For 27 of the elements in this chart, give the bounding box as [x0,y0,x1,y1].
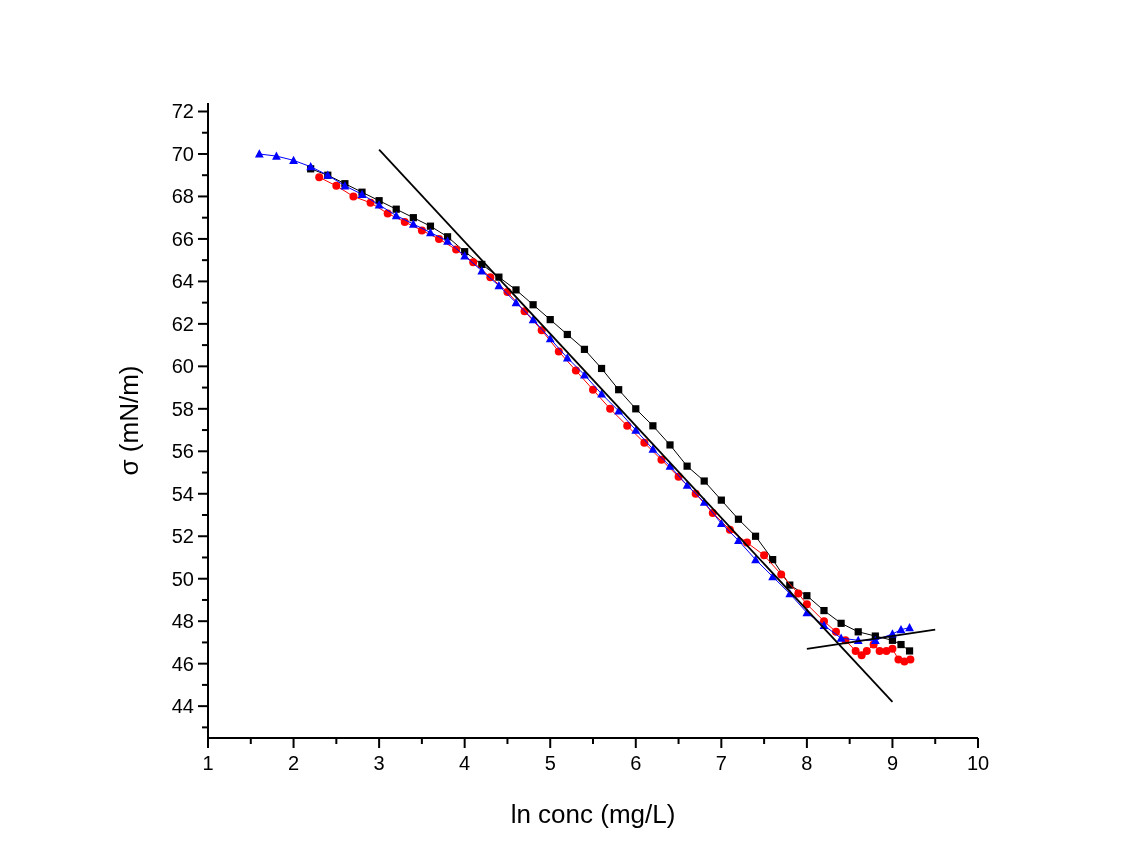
y-tick-label: 64 [171,270,194,293]
y-tick-label: 52 [171,525,194,548]
x-tick-label: 9 [886,752,899,774]
y-tick-label: 68 [171,185,194,208]
x-tick-label: 8 [801,752,813,774]
x-tick-label: 4 [459,752,471,774]
x-tick-label: 7 [715,752,727,774]
y-tick-label: 50 [171,567,194,590]
x-tick-label: 1 [202,752,214,774]
x-tick-label: 2 [287,752,300,774]
y-axis-title: σ (mN/m) [114,365,144,476]
y-tick-label: 58 [171,397,194,420]
x-tick-label: 3 [373,752,385,774]
x-tick-label: 5 [544,752,556,774]
y-tick-label: 54 [171,482,194,505]
y-tick-label: 48 [171,610,194,633]
y-tick-label: 72 [171,100,194,123]
y-tick-label: 56 [171,440,194,463]
y-tick-label: 46 [171,652,194,675]
x-tick-label: 6 [630,752,642,774]
x-axis-title: ln conc (mg/L) [510,799,676,829]
y-tick-label: 44 [171,695,194,718]
x-tick-label: 10 [966,752,990,774]
y-tick-label: 66 [171,227,194,250]
y-tick-label: 70 [171,142,194,165]
y-tick-label: 60 [171,355,194,378]
y-tick-label: 62 [171,312,194,335]
